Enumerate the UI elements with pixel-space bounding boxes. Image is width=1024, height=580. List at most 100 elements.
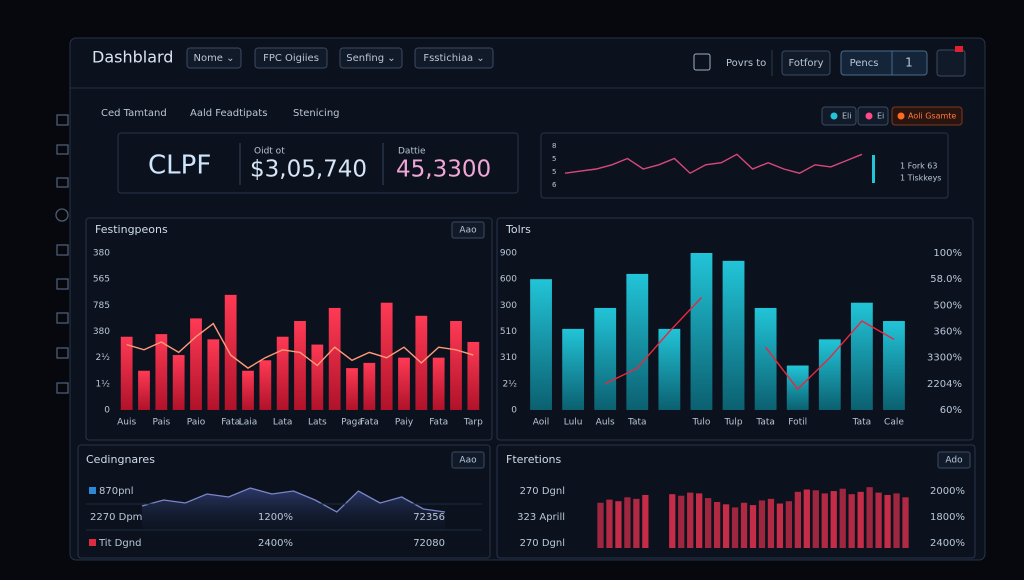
kpi-value: 45,3300 [396, 157, 491, 183]
menu-button[interactable] [339, 47, 403, 69]
panel-button[interactable] [937, 451, 971, 469]
x-tick-label: Paiy [395, 418, 414, 428]
menu-button[interactable] [186, 47, 242, 69]
trend-line [604, 297, 895, 391]
menu-button[interactable] [414, 47, 494, 69]
bar [172, 355, 185, 410]
bar [606, 499, 613, 548]
bar [722, 260, 745, 410]
menu-label[interactable]: Nome ⌄ [193, 53, 234, 64]
y-tick-label: 1½ [96, 379, 111, 389]
y-tick-label: 2½ [503, 379, 518, 389]
menu-button[interactable] [254, 47, 328, 69]
bar [633, 498, 640, 548]
bar [224, 294, 237, 410]
button[interactable] [781, 50, 831, 76]
nav-icon[interactable] [56, 144, 69, 155]
row-value: 72356 [413, 512, 445, 523]
bar [155, 334, 168, 410]
x-tick-label: Lata [273, 418, 293, 428]
row-value: 2400% [930, 538, 965, 549]
y-label: 6 [552, 181, 557, 189]
trend-line [126, 322, 474, 369]
area-fill [142, 488, 445, 530]
panel-button[interactable] [451, 451, 485, 469]
bar [786, 365, 809, 410]
x-tick-label: Tulp [724, 418, 743, 428]
legend-chip[interactable] [891, 106, 963, 126]
panel-button-label[interactable]: Ado [945, 456, 963, 466]
menu-label[interactable]: Senfing ⌄ [346, 53, 395, 64]
bar [839, 488, 846, 548]
panel-button-label[interactable]: Aao [459, 226, 477, 236]
x-tick-label: Fotil [788, 418, 807, 428]
nav-icon[interactable] [56, 382, 69, 394]
bar [740, 502, 748, 548]
app-title: Dashblard [92, 48, 173, 67]
x-tick-label: Tulo [692, 418, 711, 428]
y-tick-label: 300 [500, 301, 517, 311]
area-line [141, 487, 446, 513]
breadcrumb[interactable]: Ced Tamtand [101, 108, 167, 119]
bar [678, 495, 685, 548]
menu-label[interactable]: FPC Oigiies [263, 53, 319, 64]
nav-icon[interactable] [55, 208, 69, 222]
bar [259, 360, 272, 410]
sparkline-card [540, 132, 949, 199]
panel-title: Fteretions [506, 453, 562, 466]
legend-dot [865, 112, 873, 120]
x-tick-label: Tata [852, 418, 872, 428]
panel-button[interactable] [451, 221, 485, 239]
note: 1 Tiskkeys [900, 174, 941, 183]
bar [530, 279, 552, 410]
kpi-label: Oidt ot [254, 147, 285, 157]
bar [562, 328, 585, 410]
pages-button[interactable] [840, 50, 928, 76]
nav-icon[interactable] [56, 278, 69, 290]
breadcrumb[interactable]: Stenicing [293, 108, 340, 119]
nav-icon[interactable] [56, 114, 69, 126]
edit-button[interactable] [936, 49, 966, 77]
y-tick-label: 0 [511, 406, 517, 416]
nav-icon[interactable] [56, 347, 69, 359]
bar [794, 491, 801, 548]
legend-label: Aoli Gsamte [908, 112, 956, 121]
legend-dot [830, 112, 838, 120]
bar [658, 328, 681, 410]
y-tick-label: 2½ [96, 353, 111, 363]
y-label: 8 [552, 142, 556, 150]
bar [785, 501, 793, 548]
button-label[interactable]: Fotfory [788, 58, 823, 69]
legend-label: Ei [877, 112, 884, 121]
indicator [872, 155, 875, 183]
y-tick-label: 310 [500, 353, 517, 363]
bar [294, 321, 306, 410]
link[interactable]: Povrs to [726, 58, 766, 69]
x-tick-label: Fata [360, 418, 379, 428]
menu-label[interactable]: Fsstichiaa ⌄ [423, 53, 484, 64]
bar [190, 318, 202, 410]
legend-chip[interactable] [857, 106, 889, 126]
nav-icon[interactable] [56, 244, 69, 256]
nav-icon[interactable] [56, 312, 69, 324]
bar [884, 494, 891, 548]
sidebar [55, 114, 69, 394]
bar [749, 505, 757, 548]
row-value: 1800% [930, 512, 965, 523]
x-tick-label: Paga [341, 418, 363, 428]
bar [597, 502, 604, 548]
row-value: 2000% [930, 486, 965, 497]
bar [767, 498, 775, 548]
check-icon[interactable] [693, 53, 711, 71]
sparkline [564, 153, 863, 175]
pages-count[interactable]: 1 [905, 56, 913, 70]
bar [731, 507, 739, 548]
nav-icon[interactable] [56, 177, 69, 188]
panel-button-label[interactable]: Aao [459, 456, 477, 466]
pages-label[interactable]: Pencs [850, 58, 879, 69]
breadcrumb[interactable]: Aald Feadtipats [190, 108, 267, 119]
row-label: 270 Dgnl [520, 538, 565, 549]
legend-chip[interactable] [821, 106, 857, 126]
x-tick-label: Laia [239, 418, 258, 428]
y-label: 5 [552, 155, 556, 163]
